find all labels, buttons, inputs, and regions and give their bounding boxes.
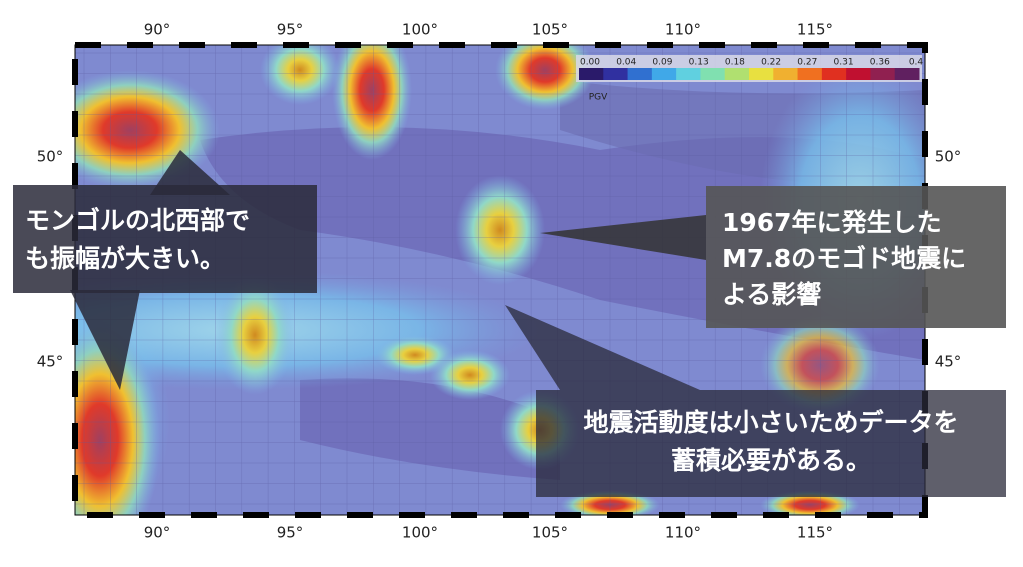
callout-text: モンゴルの北西部で: [25, 206, 250, 235]
lon-label: 110°: [665, 524, 701, 542]
colorbar-label: 0.22: [761, 58, 781, 68]
colorbar-title: PGV: [589, 93, 608, 103]
colorbar-swatch: [894, 68, 920, 80]
lon-label: 115°: [797, 21, 833, 39]
colorbar-swatch: [603, 68, 629, 80]
callout-text: も振幅が大きい。: [25, 244, 225, 273]
colorbar-label: 0.27: [797, 58, 817, 68]
callout-text: 1967年に発生した: [722, 208, 942, 237]
lon-label: 100°: [402, 21, 438, 39]
callout-text: M7.8のモゴド地震に: [722, 244, 966, 273]
lat-label: 50°: [37, 148, 64, 166]
lon-label: 90°: [144, 524, 171, 542]
colorbar-swatch: [749, 68, 774, 80]
colorbar-swatch: [846, 68, 871, 80]
colorbar-label: 0.31: [834, 58, 854, 68]
colorbar-swatch: [651, 68, 677, 80]
colorbar-swatch: [627, 68, 653, 80]
colorbar-swatch: [821, 68, 847, 80]
colorbar-label: 0.36: [870, 58, 890, 68]
callout-text: よる影響: [722, 280, 821, 309]
callout-text: 地震活動度は小さいためデータを: [583, 408, 958, 437]
lon-label: 110°: [665, 21, 701, 39]
lon-label: 115°: [797, 524, 833, 542]
colorbar-swatch: [724, 68, 750, 80]
colorbar-label: 0.00: [580, 58, 600, 68]
lat-label: 45°: [37, 353, 64, 371]
lon-label: 95°: [277, 524, 304, 542]
lon-label: 95°: [277, 21, 304, 39]
callout-text: 蓄積必要がある。: [671, 446, 871, 475]
lon-label: 90°: [144, 21, 171, 39]
colorbar-swatch: [773, 68, 799, 80]
lat-label: 45°: [935, 353, 962, 371]
colorbar-label: 0.18: [725, 58, 745, 68]
colorbar-label: 0.13: [689, 58, 709, 68]
colorbar: 0.00 0.04 0.09 0.13 0.18 0.22 0.27 0.31 0.36 0.4 P…: [576, 55, 923, 103]
colorbar-swatch: [870, 68, 896, 80]
lon-label: 105°: [532, 21, 568, 39]
lon-label: 105°: [532, 524, 568, 542]
lon-label: 100°: [402, 524, 438, 542]
colorbar-swatch: [676, 68, 701, 80]
colorbar-label: 0.09: [652, 58, 672, 68]
colorbar-swatch: [797, 68, 823, 80]
colorbar-swatch: [579, 68, 604, 80]
colorbar-label: 0.04: [616, 58, 636, 68]
colorbar-label: 0.4: [909, 58, 924, 68]
lat-label: 50°: [935, 148, 962, 166]
colorbar-swatch: [700, 68, 726, 80]
